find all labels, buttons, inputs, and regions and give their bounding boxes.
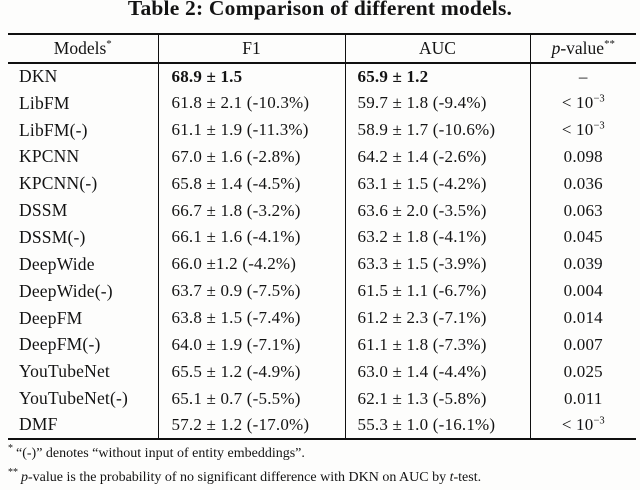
table-row: DSSM(-) 66.1 ± 1.6 (-4.1%) 63.2 ± 1.8 (-… xyxy=(8,224,636,251)
table-row: KPCNN(-) 65.8 ± 1.4 (-4.5%) 63.1 ± 1.5 (… xyxy=(8,170,636,198)
column-header-f1: F1 xyxy=(158,34,346,64)
f1-value-cell: 67.0 ± 1.6 (-2.8%) xyxy=(158,143,346,171)
f1-value-cell: 66.1 ± 1.6 (-4.1%) xyxy=(158,224,346,251)
model-name-cell: DeepFM(-) xyxy=(8,331,159,359)
model-name-cell: DSSM(-) xyxy=(8,224,159,251)
f1-value-cell: 66.0 ±1.2 (-4.2%) xyxy=(158,250,346,278)
auc-value-cell: 63.1 ± 1.5 (-4.2%) xyxy=(345,170,531,198)
column-header-auc: AUC xyxy=(345,34,531,64)
table-row: YouTubeNet 65.5 ± 1.2 (-4.9%) 63.0 ± 1.4… xyxy=(8,358,636,386)
comparison-table: Models* F1 AUC p-value** DKN 68.9 ± 1.5 … xyxy=(8,33,636,440)
footnotes: * “(-)” denotes “without input of entity … xyxy=(8,443,632,490)
pvalue-cell: < 10−3 xyxy=(561,93,605,113)
f1-value-cell: 65.8 ± 1.4 (-4.5%) xyxy=(158,170,346,198)
auc-value-cell: 61.1 ± 1.8 (-7.3%) xyxy=(345,331,531,359)
header-row: Models* F1 AUC p-value** xyxy=(8,34,636,64)
table-row: KPCNN 67.0 ± 1.6 (-2.8%) 64.2 ± 1.4 (-2.… xyxy=(8,143,636,171)
table-row: DKN 68.9 ± 1.5 65.9 ± 1.2 – xyxy=(8,63,636,90)
auc-value-cell: 63.3 ± 1.5 (-3.9%) xyxy=(345,250,531,278)
model-name-cell: KPCNN(-) xyxy=(8,170,159,198)
pvalue-cell: 0.014 xyxy=(563,308,603,328)
table-row: YouTubeNet(-) 65.1 ± 0.7 (-5.5%) 62.1 ± … xyxy=(8,385,636,412)
auc-value-cell: 61.2 ± 2.3 (-7.1%) xyxy=(345,304,531,332)
column-header-models: Models* xyxy=(8,34,159,64)
table-row: DeepWide 66.0 ±1.2 (-4.2%) 63.3 ± 1.5 (-… xyxy=(8,250,636,278)
model-name-cell: YouTubeNet xyxy=(8,358,159,386)
pvalue-cell: 0.036 xyxy=(563,173,603,193)
f1-value-cell: 57.2 ± 1.2 (-17.0%) xyxy=(158,411,346,439)
f1-value-cell: 61.1 ± 1.9 (-11.3%) xyxy=(158,116,346,144)
pvalue-cell: – xyxy=(578,66,588,86)
models-header-label: Models xyxy=(53,38,107,58)
auc-value-cell: 63.0 ± 1.4 (-4.4%) xyxy=(345,358,531,386)
auc-value-cell: 63.6 ± 2.0 (-3.5%) xyxy=(345,197,531,225)
footnote: ** p-value is the probability of no signi… xyxy=(8,467,632,486)
model-name-cell: DKN xyxy=(8,63,159,90)
pvalue-cell: 0.039 xyxy=(563,254,603,274)
f1-header-label: F1 xyxy=(242,38,261,58)
table-row: LibFM 61.8 ± 2.1 (-10.3%) 59.7 ± 1.8 (-9… xyxy=(8,89,636,117)
f1-value-cell: 64.0 ± 1.9 (-7.1%) xyxy=(158,331,346,359)
pvalue-cell: 0.004 xyxy=(563,281,603,301)
auc-value-cell: 58.9 ± 1.7 (-10.6%) xyxy=(345,116,531,144)
table-row: DeepFM(-) 64.0 ± 1.9 (-7.1%) 61.1 ± 1.8 … xyxy=(8,331,636,359)
pvalue-cell: 0.045 xyxy=(563,227,603,247)
footnote-text: “(-)” denotes “without input of entity e… xyxy=(16,446,305,461)
pvalue-header-label: -value xyxy=(560,38,605,58)
pvalue-cell: 0.007 xyxy=(563,334,603,354)
auc-value-cell: 64.2 ± 1.4 (-2.6%) xyxy=(345,143,531,171)
table-row: DSSM 66.7 ± 1.8 (-3.2%) 63.6 ± 2.0 (-3.5… xyxy=(8,197,636,225)
model-name-cell: DeepFM xyxy=(8,304,159,332)
table-caption: Table 2: Comparison of different models. xyxy=(127,0,513,20)
model-name-cell: DeepWide xyxy=(8,250,159,278)
auc-value-cell: 65.9 ± 1.2 xyxy=(345,63,531,90)
f1-value-cell: 65.5 ± 1.2 (-4.9%) xyxy=(158,358,346,386)
pvalue-cell: 0.011 xyxy=(563,388,603,408)
model-name-cell: KPCNN xyxy=(8,143,159,171)
footnote: * “(-)” denotes “without input of entity … xyxy=(8,443,632,462)
pvalue-header-footnote-marker: ** xyxy=(604,38,615,51)
f1-value-cell: 63.8 ± 1.5 (-7.4%) xyxy=(158,304,346,332)
footnote-marker: * xyxy=(8,443,13,455)
pvalue-cell: 0.025 xyxy=(563,361,603,381)
footnote-marker: ** xyxy=(8,467,18,479)
model-name-cell: DMF xyxy=(8,411,159,439)
pvalue-cell: < 10−3 xyxy=(561,414,605,434)
column-header-pvalue: p-value** xyxy=(530,34,636,64)
f1-value-cell: 66.7 ± 1.8 (-3.2%) xyxy=(158,197,346,225)
auc-value-cell: 59.7 ± 1.8 (-9.4%) xyxy=(345,89,531,117)
model-name-cell: DeepWide(-) xyxy=(8,277,159,305)
pvalue-header-italic-p: p xyxy=(551,38,561,58)
f1-value-cell: 68.9 ± 1.5 xyxy=(158,63,346,90)
f1-value-cell: 63.7 ± 0.9 (-7.5%) xyxy=(158,277,346,305)
pvalue-cell: < 10−3 xyxy=(561,120,605,140)
auc-value-cell: 62.1 ± 1.3 (-5.8%) xyxy=(345,385,531,412)
table-row: DMF 57.2 ± 1.2 (-17.0%) 55.3 ± 1.0 (-16.… xyxy=(8,411,636,439)
f1-value-cell: 61.8 ± 2.1 (-10.3%) xyxy=(158,89,346,117)
table-row: DeepWide(-) 63.7 ± 0.9 (-7.5%) 61.5 ± 1.… xyxy=(8,277,636,305)
table-row: LibFM(-) 61.1 ± 1.9 (-11.3%) 58.9 ± 1.7 … xyxy=(8,116,636,144)
auc-value-cell: 61.5 ± 1.1 (-6.7%) xyxy=(345,277,531,305)
auc-header-label: AUC xyxy=(419,38,456,58)
model-name-cell: DSSM xyxy=(8,197,159,225)
f1-value-cell: 65.1 ± 0.7 (-5.5%) xyxy=(158,385,346,412)
model-name-cell: YouTubeNet(-) xyxy=(8,385,159,412)
models-header-footnote-marker: * xyxy=(106,38,112,51)
table-row: DeepFM 63.8 ± 1.5 (-7.4%) 61.2 ± 2.3 (-7… xyxy=(8,304,636,332)
pvalue-cell: 0.098 xyxy=(563,146,603,166)
auc-value-cell: 63.2 ± 1.8 (-4.1%) xyxy=(345,224,531,251)
pvalue-cell: 0.063 xyxy=(563,200,603,220)
footnote-text: p-value is the probability of no signifi… xyxy=(21,470,482,485)
model-name-cell: LibFM(-) xyxy=(8,116,159,144)
auc-value-cell: 55.3 ± 1.0 (-16.1%) xyxy=(345,411,531,439)
model-name-cell: LibFM xyxy=(8,89,159,117)
